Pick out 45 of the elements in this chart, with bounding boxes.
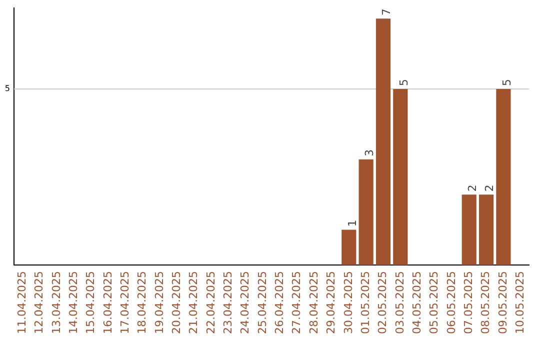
data-label: 2 bbox=[483, 184, 496, 192]
bar bbox=[358, 159, 374, 266]
bar bbox=[496, 88, 511, 266]
x-tick-label: 12.04.2025 bbox=[32, 271, 46, 334]
bar bbox=[478, 194, 494, 266]
bar bbox=[376, 18, 391, 266]
x-tick-label: 20.04.2025 bbox=[170, 271, 184, 334]
x-tick-label: 19.04.2025 bbox=[152, 271, 166, 334]
x-tick-label: 01.05.2025 bbox=[358, 271, 372, 334]
bar bbox=[393, 88, 408, 266]
x-tick-label: 21.04.2025 bbox=[187, 271, 200, 334]
x-tick-label: 23.04.2025 bbox=[222, 271, 235, 334]
x-tick-label: 27.04.2025 bbox=[290, 271, 304, 334]
data-label: 5 bbox=[500, 78, 514, 86]
x-tick-label: 18.04.2025 bbox=[136, 271, 149, 334]
x-tick-label: 04.05.2025 bbox=[410, 271, 424, 334]
x-tick-label: 06.05.2025 bbox=[444, 271, 458, 334]
x-tick-label: 29.04.2025 bbox=[324, 271, 338, 334]
x-tick-label: 30.04.2025 bbox=[342, 271, 355, 334]
x-tick-label: 05.05.2025 bbox=[428, 271, 441, 334]
ref-line-label: 5 bbox=[4, 84, 10, 94]
x-tick-label: 03.05.2025 bbox=[393, 271, 406, 334]
data-label: 7 bbox=[380, 8, 394, 16]
x-tick-label: 02.05.2025 bbox=[376, 271, 390, 334]
x-tick-label: 16.04.2025 bbox=[101, 271, 114, 334]
bar bbox=[342, 230, 356, 266]
x-tick-label: 09.05.2025 bbox=[496, 271, 510, 334]
x-tick-label: 13.04.2025 bbox=[50, 271, 63, 334]
x-tick-label: 10.05.2025 bbox=[513, 271, 526, 334]
x-tick-label: 28.04.2025 bbox=[307, 271, 320, 334]
x-tick-label: 24.04.2025 bbox=[238, 271, 252, 334]
x-tick-label: 25.04.2025 bbox=[256, 271, 269, 334]
x-tick-label: 11.04.2025 bbox=[15, 271, 28, 334]
data-label: 1 bbox=[346, 220, 359, 227]
x-tick-label: 07.05.2025 bbox=[462, 271, 475, 334]
x-tick-label: 15.04.2025 bbox=[84, 271, 98, 334]
bar bbox=[462, 194, 476, 266]
x-tick-label: 17.04.2025 bbox=[118, 271, 132, 334]
x-tick-label: 14.04.2025 bbox=[66, 271, 80, 334]
x-tick-label: 08.05.2025 bbox=[479, 271, 492, 334]
x-tick-label: 26.04.2025 bbox=[273, 271, 286, 334]
x-tick-label: 22.04.2025 bbox=[204, 271, 218, 334]
data-label: 3 bbox=[362, 149, 376, 156]
data-label: 5 bbox=[397, 78, 410, 86]
data-label: 2 bbox=[466, 184, 479, 192]
